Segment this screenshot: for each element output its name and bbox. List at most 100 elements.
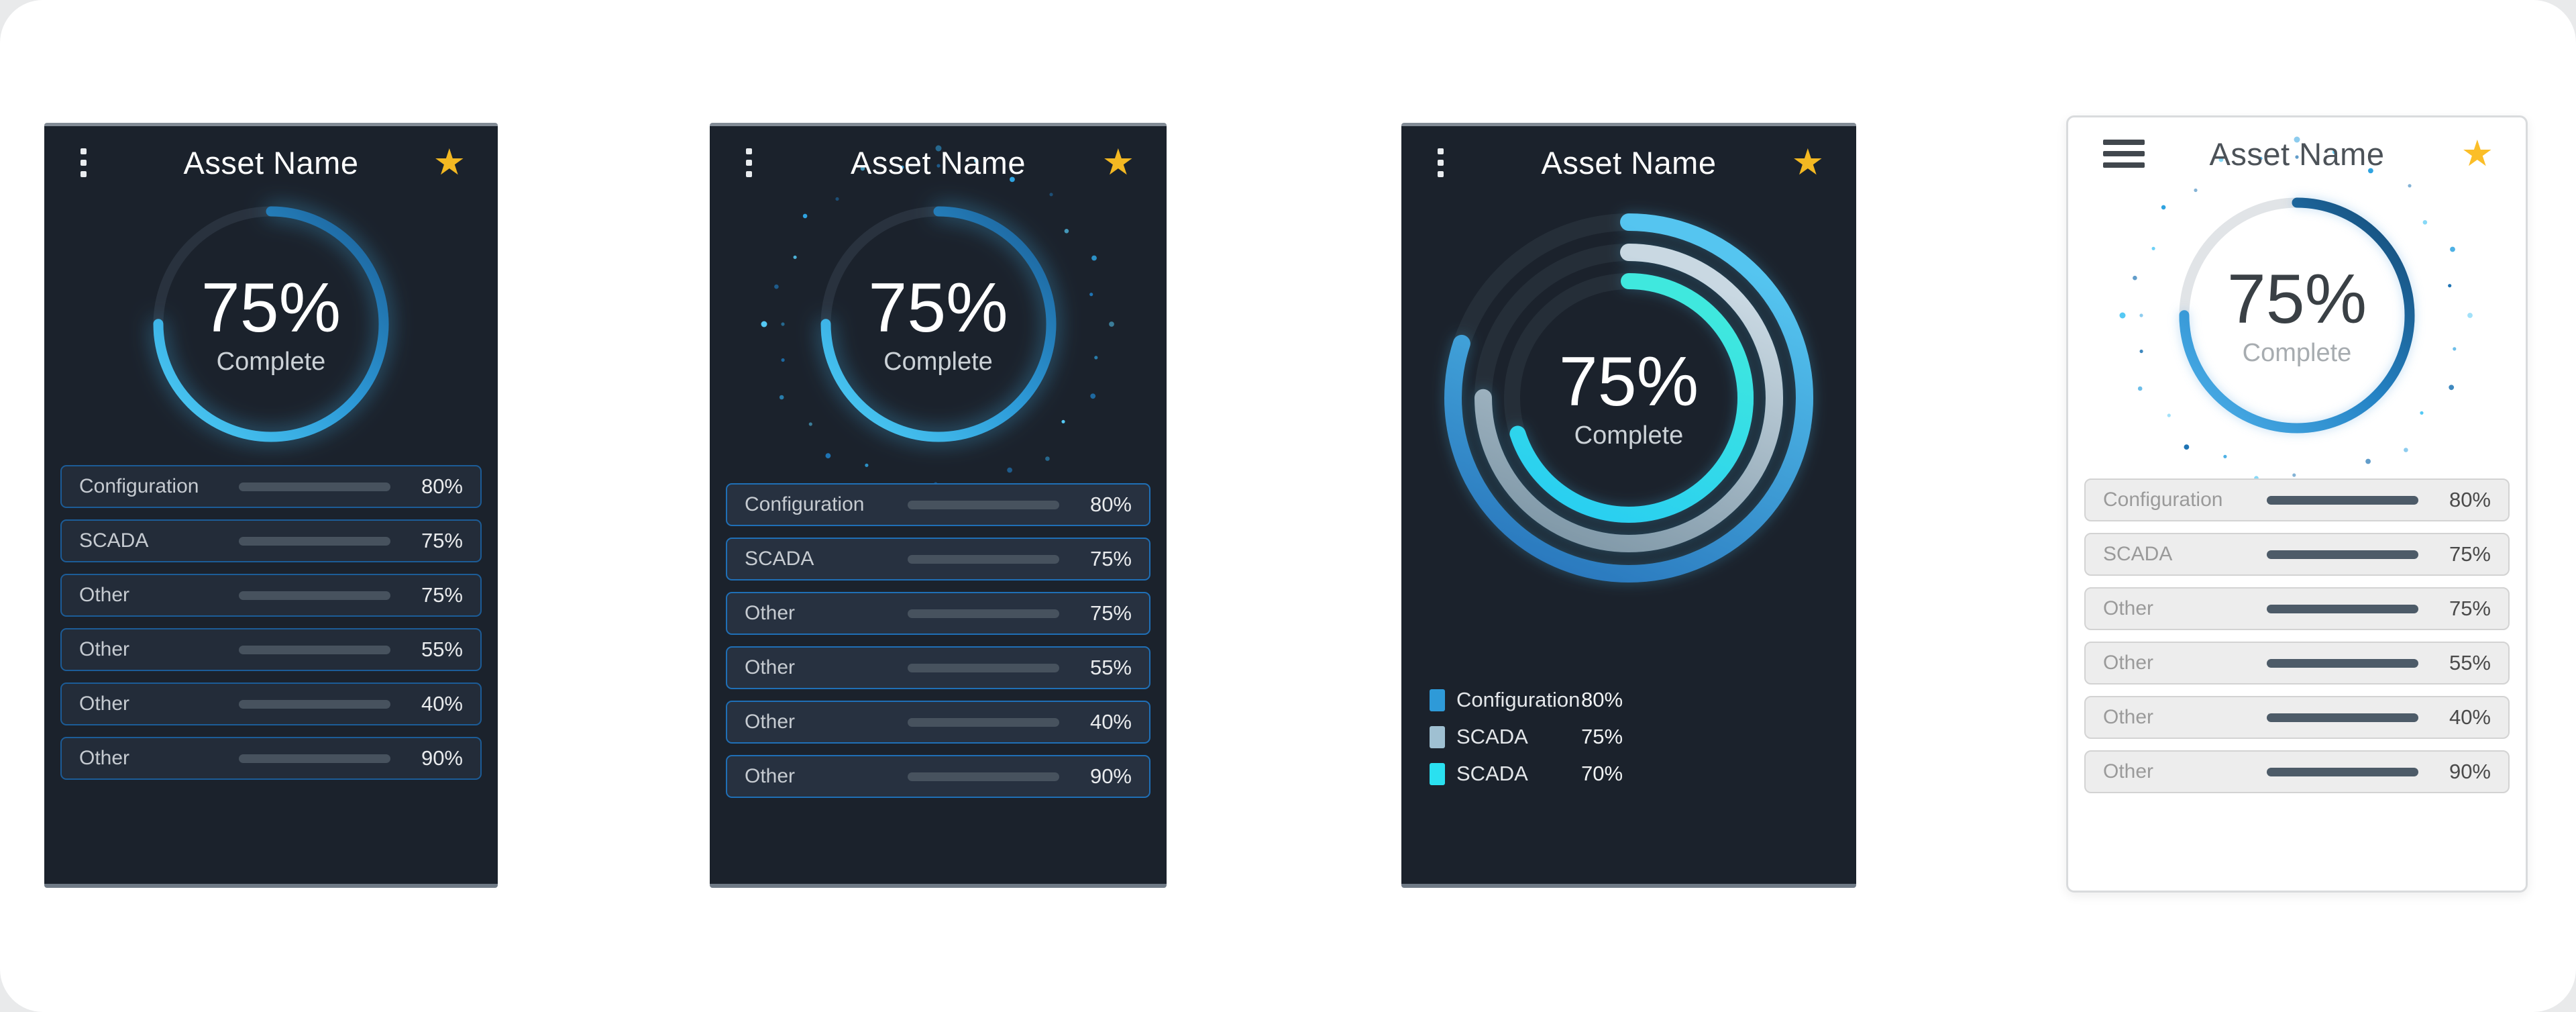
sparkle-dots [2119, 136, 2473, 495]
progress-row-list: Configuration 80% SCADA 75% Other 75% Ot… [726, 483, 1150, 798]
ring-percent-label: Complete [216, 348, 326, 376]
progress-bar [908, 609, 1059, 618]
kebab-menu-icon[interactable] [76, 144, 91, 181]
donut-percent-label: Complete [1574, 421, 1684, 450]
star-icon[interactable]: ★ [1102, 142, 1134, 183]
ring-percent-label: Complete [883, 348, 993, 376]
ring-center: 75% Complete [83, 136, 459, 512]
donut-center: 75% Complete [1428, 197, 1830, 599]
row-label: Other [2103, 597, 2154, 619]
progress-row[interactable]: Configuration 80% [726, 483, 1150, 526]
card-header: Asset Name ★ [44, 126, 498, 199]
star-icon[interactable]: ★ [433, 142, 466, 183]
row-percent: 75% [1089, 601, 1132, 625]
ring-center: 75% Complete [751, 136, 1126, 512]
row-percent: 80% [2449, 488, 2491, 511]
progress-row[interactable]: Other 75% [2084, 587, 2510, 630]
progress-bar [239, 699, 390, 709]
row-label: Other [2103, 706, 2154, 728]
asset-card-dark-donut: Asset Name ★ [1401, 123, 1856, 888]
row-label: Other [745, 711, 796, 733]
progress-bar [908, 554, 1059, 564]
hamburger-menu-icon[interactable] [2100, 137, 2147, 170]
progress-bar [239, 482, 390, 491]
legend-label: SCADA [1456, 725, 1528, 748]
progress-row[interactable]: Other 40% [60, 682, 482, 725]
legend-swatch [1430, 725, 1445, 748]
progress-bar [239, 591, 390, 600]
legend-item[interactable]: SCADA 70% [1430, 762, 1623, 786]
donut-arc-configuration [1444, 213, 1813, 583]
asset-card-light-sparkle: Asset Name ★ 75% Complete [2066, 115, 2528, 893]
progress-bar [2267, 550, 2418, 559]
row-percent: 75% [2449, 542, 2491, 566]
progress-row[interactable]: Other 55% [60, 628, 482, 671]
row-label: SCADA [2103, 543, 2173, 565]
progress-row[interactable]: Other 55% [2084, 642, 2510, 685]
row-percent: 90% [2449, 760, 2491, 783]
progress-bar [2267, 658, 2418, 668]
star-icon[interactable]: ★ [2461, 134, 2493, 174]
legend-swatch [1430, 762, 1445, 785]
progress-row[interactable]: SCADA 75% [60, 519, 482, 562]
card-title: Asset Name [1541, 144, 1717, 181]
legend-item[interactable]: SCADA 75% [1430, 725, 1623, 749]
ring-percent-value: 75% [2226, 260, 2367, 338]
progress-row[interactable]: Other 90% [726, 755, 1150, 798]
progress-bar [2267, 604, 2418, 613]
row-label: Other [745, 656, 796, 678]
row-percent: 90% [1089, 764, 1132, 788]
progress-bar [908, 717, 1059, 727]
row-percent: 75% [421, 583, 463, 607]
progress-row[interactable]: Other 75% [726, 592, 1150, 635]
progress-row[interactable]: Other 90% [60, 737, 482, 780]
star-icon[interactable]: ★ [1791, 142, 1824, 183]
progress-row[interactable]: SCADA 75% [2084, 533, 2510, 576]
progress-row[interactable]: Other 40% [2084, 696, 2510, 739]
progress-row[interactable]: Configuration 80% [60, 465, 482, 508]
kebab-menu-icon[interactable] [742, 144, 756, 181]
progress-row-list: Configuration 80% SCADA 75% Other 75% Ot… [60, 465, 482, 780]
progress-row[interactable]: Other 40% [726, 701, 1150, 744]
progress-bar [2267, 495, 2418, 505]
donut-legend: Configuration 80% SCADA 75% SCADA 70% [1430, 688, 1623, 786]
card-header: Asset Name ★ [1401, 126, 1856, 199]
asset-card-dark-glow: Asset Name ★ 75% Complete [44, 123, 498, 888]
row-percent: 80% [421, 474, 463, 498]
ring-progress-arc [2179, 197, 2415, 434]
row-label: SCADA [79, 529, 149, 552]
row-percent: 55% [421, 638, 463, 661]
row-label: Other [2103, 652, 2154, 674]
legend-item[interactable]: Configuration 80% [1430, 688, 1623, 712]
row-label: Other [745, 602, 796, 624]
row-percent: 80% [1089, 493, 1132, 516]
ring-percent-value: 75% [201, 268, 341, 347]
progress-row[interactable]: Other 90% [2084, 750, 2510, 793]
progress-row[interactable]: SCADA 75% [726, 538, 1150, 580]
progress-row[interactable]: Other 55% [726, 646, 1150, 689]
row-label: Other [745, 765, 796, 787]
row-label: Other [79, 638, 130, 660]
asset-card-dark-sparkle: Asset Name ★ 75% Complete [710, 123, 1167, 888]
row-percent: 40% [1089, 710, 1132, 733]
row-label: Configuration [79, 475, 199, 497]
donut-arc-scada-70 [1504, 273, 1754, 523]
progress-bar [908, 500, 1059, 509]
legend-value: 75% [1581, 725, 1623, 748]
ring-progress-arc [820, 206, 1056, 442]
kebab-menu-icon[interactable] [1434, 144, 1448, 181]
donut-percent-value: 75% [1558, 342, 1699, 421]
row-label: Configuration [745, 493, 865, 515]
legend-label: SCADA [1456, 762, 1528, 785]
row-label: Other [79, 747, 130, 769]
progress-row[interactable]: Other 75% [60, 574, 482, 617]
ring-percent-label: Complete [2242, 339, 2352, 368]
donut-arc-scada-75 [1474, 244, 1783, 552]
card-header: Asset Name ★ [2068, 117, 2526, 190]
ring-percent-value: 75% [868, 268, 1008, 347]
progress-bar [2267, 713, 2418, 722]
legend-value: 80% [1581, 688, 1623, 711]
progress-row[interactable]: Configuration 80% [2084, 478, 2510, 521]
row-percent: 75% [1089, 547, 1132, 570]
